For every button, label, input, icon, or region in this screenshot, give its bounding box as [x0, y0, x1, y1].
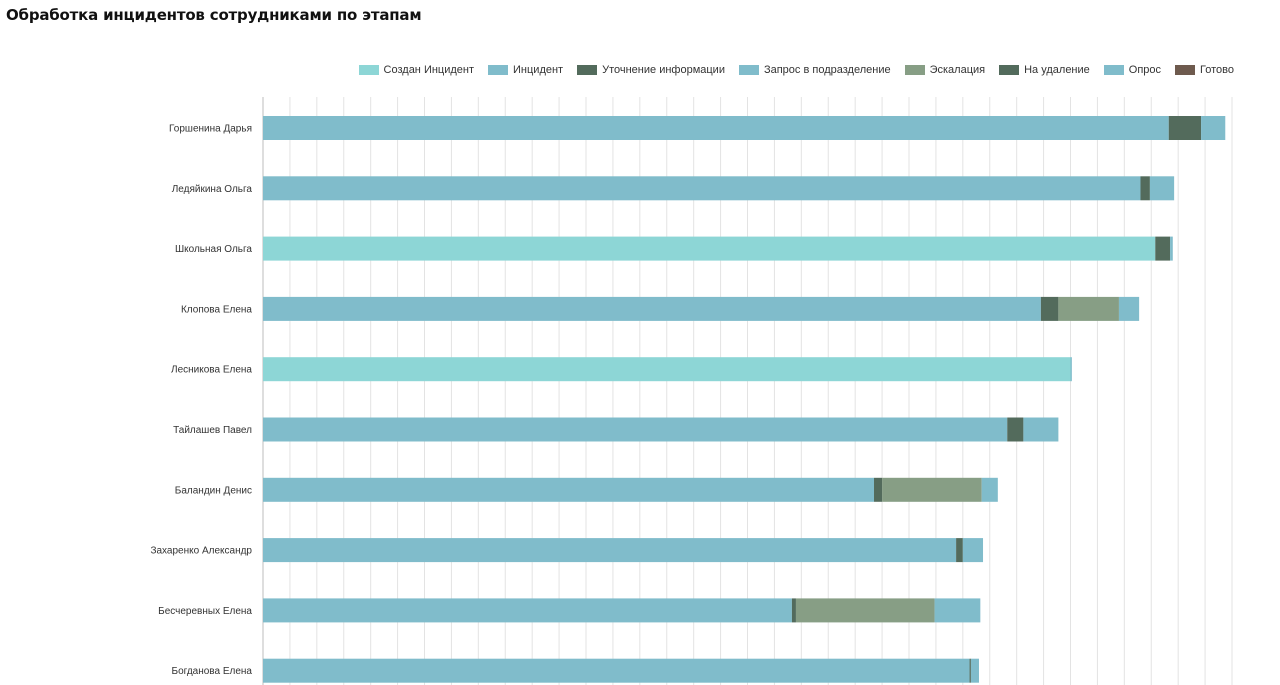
legend-swatch: [358, 65, 379, 75]
legend-item[interactable]: Запрос в подразделение: [738, 64, 891, 76]
legend-label: Инцидент: [513, 64, 564, 76]
bar-segment[interactable]: [970, 658, 979, 683]
bar-segment[interactable]: [791, 598, 796, 623]
legend-swatch: [488, 65, 509, 75]
legend-label: Готово: [1200, 64, 1234, 76]
category-label: Клопова Елена: [181, 304, 252, 315]
bar-segment[interactable]: [263, 236, 1156, 261]
bar-segment[interactable]: [263, 538, 957, 563]
page-title: Обработка инцидентов сотрудниками по эта…: [6, 6, 422, 24]
category-label: Лесникова Елена: [171, 365, 252, 376]
bar-segment[interactable]: [969, 658, 971, 683]
legend-swatch: [904, 65, 925, 75]
bar-segment[interactable]: [981, 477, 998, 502]
legend-label: Уточнение информации: [602, 64, 725, 76]
legend-swatch: [999, 65, 1020, 75]
bar-segment[interactable]: [263, 598, 792, 623]
bar-segment[interactable]: [1007, 417, 1024, 442]
bar-segment[interactable]: [934, 598, 981, 623]
bar-segment[interactable]: [962, 538, 984, 563]
bar-segment[interactable]: [1023, 417, 1059, 442]
bar-segment[interactable]: [263, 176, 1141, 201]
category-label: Баландин Денис: [175, 485, 252, 496]
legend-label: Запрос в подразделение: [763, 64, 891, 76]
bar-segment[interactable]: [263, 296, 1041, 321]
bar-segment[interactable]: [1155, 236, 1171, 261]
bar-segment[interactable]: [956, 538, 963, 563]
bar-segment[interactable]: [1040, 296, 1059, 321]
legend-swatch: [1175, 65, 1196, 75]
chart-legend: Создан Инцидент Инцидент Уточнение информа…: [358, 64, 1234, 76]
bar-segment[interactable]: [1149, 176, 1175, 201]
legend-swatch: [738, 65, 759, 75]
category-label: Ледяйкина Ольга: [172, 184, 253, 195]
legend-item[interactable]: Готово: [1175, 64, 1234, 76]
category-label: Горшенина Дарья: [169, 124, 252, 135]
bar-segment[interactable]: [1201, 116, 1226, 140]
bar-segment[interactable]: [263, 417, 1008, 442]
bar-segment[interactable]: [1170, 236, 1173, 261]
bar-segment[interactable]: [263, 477, 875, 502]
bar-segment[interactable]: [1058, 296, 1119, 321]
bar-segment[interactable]: [263, 658, 970, 683]
category-label: Школьная Ольга: [175, 244, 252, 255]
bar-segment[interactable]: [882, 477, 982, 502]
bar-segment[interactable]: [1118, 296, 1140, 321]
legend-item[interactable]: Эскалация: [904, 64, 986, 76]
bar-segment[interactable]: [263, 357, 1071, 382]
bar-segment[interactable]: [795, 598, 935, 623]
bar-segment[interactable]: [263, 116, 1169, 140]
legend-label: Эскалация: [929, 64, 986, 76]
legend-item[interactable]: Создан Инцидент: [358, 64, 475, 76]
category-label: Бесчеревных Елена: [158, 606, 252, 617]
category-label: Захаренко Александр: [150, 546, 252, 557]
category-label: Тайлашев Павел: [173, 425, 252, 436]
legend-swatch: [1103, 65, 1124, 75]
bar-segment[interactable]: [1070, 357, 1072, 382]
legend-label: Создан Инцидент: [383, 64, 475, 76]
legend-label: Опрос: [1128, 64, 1162, 76]
legend-swatch: [577, 65, 598, 75]
legend-item[interactable]: Опрос: [1103, 64, 1162, 76]
bar-segment[interactable]: [874, 477, 883, 502]
legend-item[interactable]: Инцидент: [488, 64, 563, 76]
bar-segment[interactable]: [1140, 176, 1150, 201]
legend-item[interactable]: Уточнение информации: [577, 64, 725, 76]
legend-item[interactable]: На удаление: [999, 64, 1090, 76]
bar-segment[interactable]: [1168, 116, 1202, 140]
legend-label: На удаление: [1024, 64, 1090, 76]
category-label: Богданова Елена: [172, 666, 253, 677]
